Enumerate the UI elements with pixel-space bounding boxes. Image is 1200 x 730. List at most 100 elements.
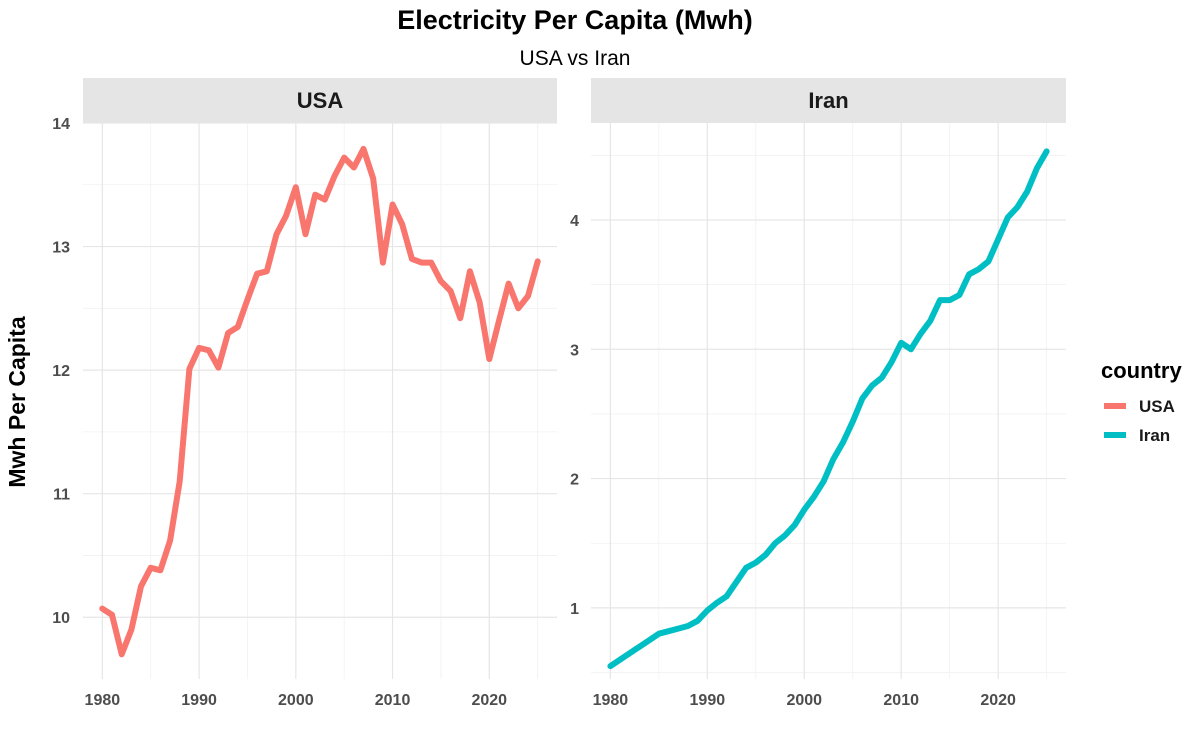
x-tick-label: 1980 bbox=[593, 692, 629, 709]
data-point bbox=[995, 236, 1001, 242]
data-point bbox=[976, 266, 982, 272]
x-tick-label: 2010 bbox=[375, 692, 411, 709]
data-point bbox=[399, 221, 405, 227]
data-point bbox=[264, 268, 270, 274]
data-point bbox=[985, 258, 991, 264]
data-point bbox=[332, 173, 337, 179]
gridlines bbox=[83, 122, 557, 679]
data-point bbox=[244, 297, 250, 303]
data-point bbox=[947, 297, 953, 303]
data-point bbox=[486, 356, 492, 362]
series-line-usa bbox=[99, 145, 541, 658]
data-point bbox=[535, 258, 541, 264]
facet-strip-usa bbox=[83, 78, 557, 123]
data-point bbox=[879, 375, 885, 381]
x-tick-label: 2010 bbox=[883, 692, 919, 709]
data-point bbox=[656, 631, 662, 637]
data-point bbox=[627, 650, 633, 656]
data-point bbox=[186, 366, 192, 372]
data-point bbox=[927, 318, 933, 324]
x-tick-label: 1980 bbox=[85, 692, 121, 709]
data-point bbox=[196, 345, 202, 351]
data-point bbox=[1024, 189, 1030, 194]
facet-panel-iran: Iran 1980 1990 2000 2010 2020 1 2 3 4 bbox=[570, 78, 1066, 709]
x-tick-label: 2000 bbox=[786, 692, 822, 709]
data-point bbox=[157, 567, 163, 573]
data-point bbox=[695, 618, 701, 624]
data-points-usa bbox=[99, 146, 541, 657]
data-point bbox=[1005, 214, 1011, 220]
data-point bbox=[506, 281, 512, 287]
data-point bbox=[438, 278, 444, 284]
data-point bbox=[937, 297, 943, 303]
data-point bbox=[351, 165, 357, 170]
data-point bbox=[496, 318, 502, 324]
data-point bbox=[898, 340, 904, 346]
data-point bbox=[1044, 148, 1050, 154]
legend: country USA Iran bbox=[1101, 358, 1182, 445]
data-point bbox=[128, 627, 134, 633]
data-point bbox=[515, 305, 521, 311]
data-point bbox=[753, 560, 759, 566]
data-point bbox=[821, 478, 827, 484]
series-line-iran bbox=[607, 148, 1050, 670]
y-tick-label: 12 bbox=[52, 363, 70, 380]
data-point bbox=[966, 271, 972, 277]
data-point bbox=[148, 565, 154, 571]
data-point bbox=[254, 271, 260, 277]
data-point bbox=[303, 231, 308, 237]
data-point bbox=[428, 260, 434, 266]
y-tick-label: 1 bbox=[570, 601, 579, 618]
data-point bbox=[646, 637, 652, 643]
data-point bbox=[215, 365, 221, 371]
data-point bbox=[322, 197, 328, 203]
data-point bbox=[409, 256, 415, 262]
legend-title: country bbox=[1101, 358, 1182, 383]
y-tick-label: 2 bbox=[570, 472, 579, 489]
facet-strip-label: Iran bbox=[808, 88, 848, 113]
data-points-iran bbox=[607, 148, 1050, 669]
data-point bbox=[390, 202, 396, 207]
data-point bbox=[119, 651, 125, 657]
data-point bbox=[685, 623, 691, 629]
y-tick-label: 13 bbox=[52, 240, 70, 257]
data-point bbox=[801, 507, 807, 513]
x-tick-label: 2020 bbox=[980, 692, 1016, 709]
data-point bbox=[283, 213, 289, 219]
data-point bbox=[908, 346, 914, 352]
data-point bbox=[918, 331, 924, 337]
data-point bbox=[477, 299, 483, 305]
data-point bbox=[293, 184, 299, 190]
x-tick-label: 1990 bbox=[690, 692, 726, 709]
x-tick-label: 2020 bbox=[471, 692, 507, 709]
data-point bbox=[341, 155, 347, 161]
chart-title: Electricity Per Capita (Mwh) bbox=[397, 5, 753, 35]
data-point bbox=[370, 176, 376, 182]
x-tick-label: 2000 bbox=[278, 692, 314, 709]
data-point bbox=[109, 612, 115, 618]
data-point bbox=[743, 565, 749, 571]
y-tick-label: 4 bbox=[570, 213, 579, 230]
data-point bbox=[448, 288, 454, 294]
data-point bbox=[850, 419, 856, 425]
data-point bbox=[675, 626, 681, 632]
data-point bbox=[792, 522, 798, 528]
data-point bbox=[206, 347, 212, 353]
y-tick-label: 10 bbox=[52, 610, 70, 627]
data-point bbox=[99, 606, 105, 612]
chart-subtitle: USA vs Iran bbox=[520, 47, 631, 70]
facet-strip-label: USA bbox=[297, 88, 344, 113]
data-point bbox=[956, 292, 962, 298]
data-point bbox=[525, 293, 531, 299]
legend-label-iran: Iran bbox=[1139, 426, 1170, 445]
data-point bbox=[467, 268, 473, 274]
data-point bbox=[889, 359, 894, 365]
data-point bbox=[772, 540, 778, 546]
data-point bbox=[225, 330, 231, 336]
legend-label-usa: USA bbox=[1139, 397, 1175, 416]
y-tick-label: 11 bbox=[53, 487, 70, 504]
data-point bbox=[167, 538, 173, 544]
x-tick-label: 1990 bbox=[181, 692, 217, 709]
data-point bbox=[733, 579, 739, 585]
data-point bbox=[617, 657, 623, 663]
